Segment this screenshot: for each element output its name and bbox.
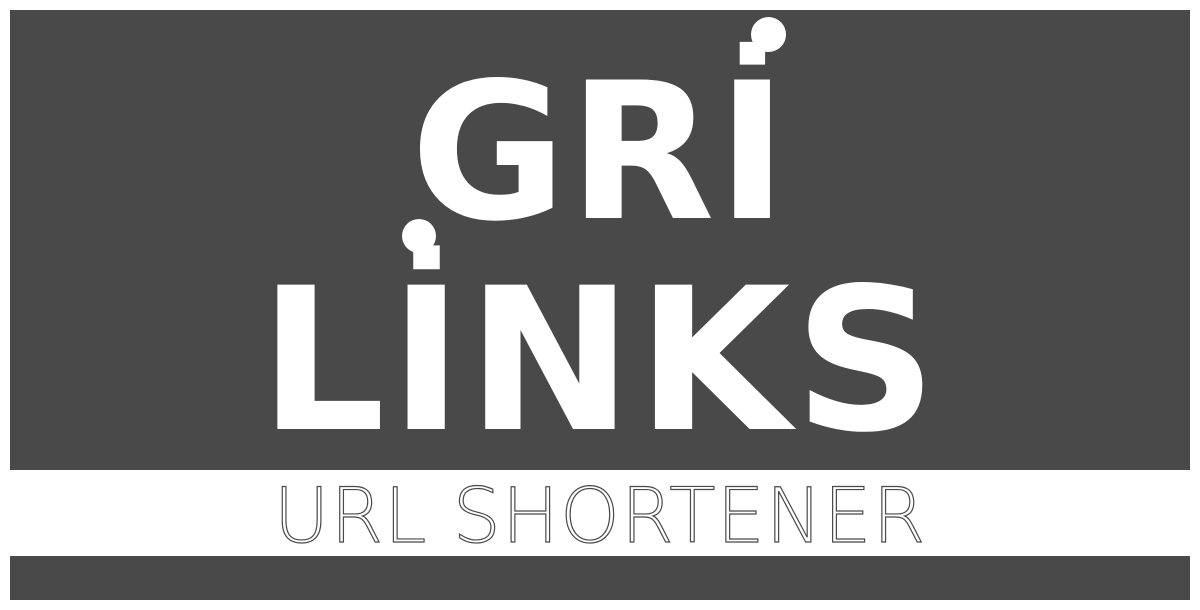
dark-panel	[10, 10, 1190, 470]
logo-dot-decoration	[751, 17, 786, 52]
logo-line-gri: GRİ	[410, 42, 790, 263]
tagline: URL SHORTENER	[273, 471, 927, 560]
logo-dot-decoration	[402, 219, 436, 253]
bottom-bar	[10, 556, 1190, 600]
logo-line-links: LİNKS	[259, 245, 941, 476]
